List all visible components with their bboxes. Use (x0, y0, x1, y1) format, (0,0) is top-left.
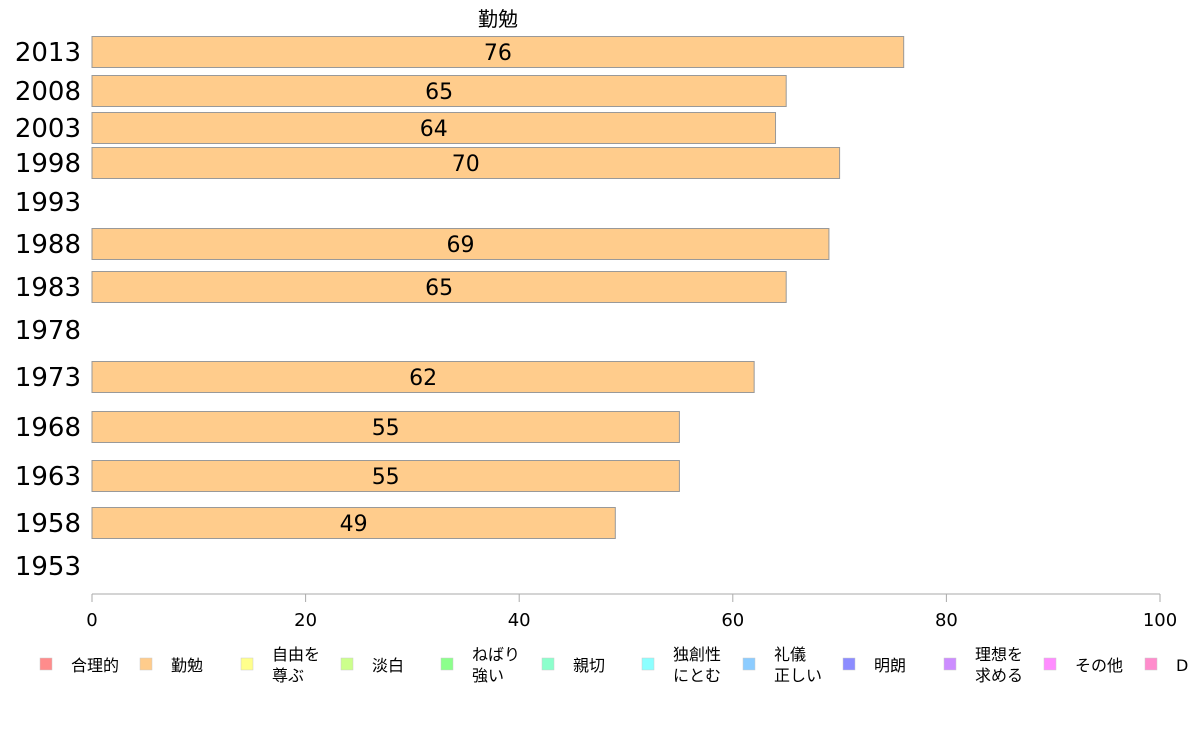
legend-label: 尊ぶ (272, 666, 304, 685)
bar (91, 411, 680, 443)
bar (91, 460, 680, 492)
category-label: 1963 (15, 462, 81, 492)
legend-item: 合理的 (39, 656, 119, 675)
legend-item: 勤勉 (139, 656, 203, 675)
legend-swatch (541, 657, 555, 671)
x-tick-label: 0 (86, 610, 97, 631)
bar-value-label: 62 (409, 366, 437, 391)
legend-label: その他 (1075, 656, 1123, 675)
legend-label: 理想を (975, 645, 1023, 664)
legend-item: 淡白 (340, 656, 404, 675)
legend-label: 勤勉 (171, 656, 203, 675)
bar (91, 75, 787, 107)
legend-swatch (641, 657, 655, 671)
category-label: 1988 (15, 230, 81, 260)
bar-value-label: 64 (420, 117, 448, 142)
bar (91, 361, 755, 393)
legend-label: 独創性 (673, 645, 721, 664)
category-label: 1968 (15, 413, 81, 443)
legend-swatch (742, 657, 756, 671)
legend-label: 求める (975, 666, 1023, 685)
legend-item: その他 (1043, 656, 1123, 675)
category-label: 2013 (15, 38, 81, 68)
chart-title: 勤勉 (478, 7, 518, 31)
x-tick-label: 80 (935, 610, 958, 631)
category-label: 1953 (15, 552, 81, 582)
bars-layer: 2013 76 2008 65 2003 64 1998 70 1993 1988 69 1983 65… (15, 36, 905, 582)
bar-value-label: 65 (425, 80, 453, 105)
legend-label: 自由を (272, 645, 320, 664)
legend-item: D (1144, 656, 1188, 675)
category-label: 1983 (15, 273, 81, 303)
category-label: 1993 (15, 188, 81, 218)
legend-swatch (340, 657, 354, 671)
legend-swatch (1043, 657, 1057, 671)
bar-value-label: 70 (452, 152, 480, 177)
category-label: 2008 (15, 77, 81, 107)
bar-value-label: 69 (446, 233, 474, 258)
bar (91, 112, 777, 144)
legend-label: 明朗 (874, 656, 906, 675)
bar (91, 147, 841, 179)
bar-value-label: 55 (372, 416, 400, 441)
bar (91, 228, 830, 260)
legend-item: 明朗 (842, 656, 906, 675)
legend-label: 礼儀 (774, 645, 806, 664)
legend-swatch (139, 657, 153, 671)
category-label: 1973 (15, 363, 81, 393)
bar-value-label: 76 (484, 41, 512, 66)
bar-value-label: 55 (372, 465, 400, 490)
bar-value-label: 65 (425, 276, 453, 301)
legend-label: 親切 (573, 656, 605, 675)
legend-swatch (1144, 657, 1158, 671)
legend-label: 淡白 (372, 656, 404, 675)
bar (91, 507, 616, 539)
bar (91, 36, 905, 68)
bar (91, 271, 787, 303)
category-label: 2003 (15, 114, 81, 144)
legend-label: ねばり (472, 645, 520, 664)
category-label: 1998 (15, 149, 81, 179)
legend: 合理的 勤勉自由を尊ぶ淡白ねばり強い親切独創性にとむ礼儀正しい明朗理想を求めるその… (39, 645, 1188, 685)
legend-label: 合理的 (71, 656, 119, 675)
x-tick-label: 100 (1143, 610, 1177, 631)
legend-label: にとむ (673, 666, 721, 685)
legend-swatch (39, 657, 53, 671)
legend-label: 正しい (774, 666, 822, 685)
x-axis: 0 20 40 60 80 100 (86, 593, 1177, 631)
x-tick-label: 20 (294, 610, 317, 631)
x-tick-label: 60 (721, 610, 744, 631)
legend-swatch (943, 657, 957, 671)
legend-swatch (240, 657, 254, 671)
legend-swatch (440, 657, 454, 671)
bar-value-label: 49 (340, 512, 368, 537)
x-tick-label: 40 (508, 610, 531, 631)
legend-swatch (842, 657, 856, 671)
legend-label: 強い (472, 666, 504, 685)
legend-label: D (1176, 656, 1188, 675)
legend-item: 親切 (541, 656, 605, 675)
category-label: 1978 (15, 316, 81, 346)
category-label: 1958 (15, 509, 81, 539)
